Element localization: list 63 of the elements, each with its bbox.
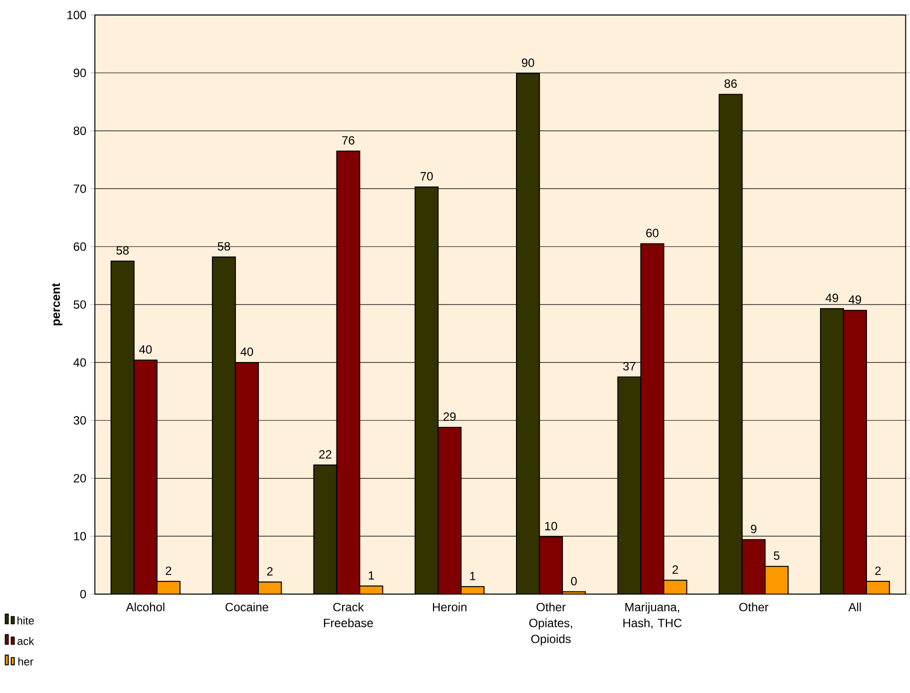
legend-label: ack <box>18 637 34 646</box>
data-label: 58 <box>116 246 129 255</box>
y-axis-title: percent <box>52 283 62 326</box>
data-label: 29 <box>444 412 456 421</box>
y-tick-label: 10 <box>74 532 86 540</box>
data-label: 2 <box>672 565 678 574</box>
y-tick-label: 60 <box>74 242 86 251</box>
data-label: 2 <box>875 566 881 575</box>
y-tick-label: 20 <box>74 474 86 483</box>
bar <box>414 186 439 594</box>
data-label: 70 <box>420 172 433 181</box>
data-label: 60 <box>646 228 658 238</box>
bar <box>820 308 844 594</box>
y-tick-label: 80 <box>74 126 86 136</box>
legend-label: her <box>18 658 34 666</box>
bar <box>764 566 789 594</box>
y-tick-label: 70 <box>74 184 86 193</box>
bar <box>718 94 743 594</box>
x-tick-label: Cocaine <box>226 602 268 612</box>
data-label: 40 <box>240 348 254 356</box>
x-tick-label: Alcohol <box>126 602 164 612</box>
x-tick-label: Heroin <box>432 602 466 612</box>
y-tick-label: 90 <box>74 68 86 78</box>
bar <box>742 539 766 594</box>
data-label: 1 <box>470 572 476 580</box>
data-label: 2 <box>166 566 172 575</box>
data-label: 0 <box>571 576 577 586</box>
bar <box>539 536 562 594</box>
y-tick-label: 30 <box>74 416 86 425</box>
x-tick-label: Marijuana, Hash, THC <box>623 602 682 629</box>
data-label: 10 <box>545 522 558 530</box>
bar <box>134 360 158 594</box>
bar <box>110 260 135 594</box>
bar <box>617 376 642 594</box>
bar <box>336 150 360 594</box>
data-label: 2 <box>267 567 273 576</box>
data-label: 49 <box>848 295 862 304</box>
data-label: 1 <box>368 571 374 580</box>
bar <box>313 464 338 594</box>
bar <box>516 73 540 594</box>
y-tick-label: 40 <box>73 358 86 367</box>
legend-label: hite <box>18 616 34 625</box>
data-label: 22 <box>319 450 332 459</box>
x-tick-label: Other Opiates, Opioids <box>529 602 572 646</box>
y-tick-label: 0 <box>80 590 86 598</box>
x-tick-label: All <box>848 602 861 612</box>
data-label: 49 <box>826 294 838 302</box>
data-label: 40 <box>139 345 152 354</box>
data-label: 37 <box>623 362 636 370</box>
data-label: 90 <box>522 58 534 67</box>
data-label: 9 <box>750 524 756 534</box>
bar <box>212 256 236 594</box>
x-tick-label: Crack Freebase <box>324 602 373 628</box>
data-label: 76 <box>342 136 354 145</box>
bar <box>640 243 664 594</box>
data-label: 5 <box>774 552 780 560</box>
data-label: 86 <box>724 79 737 88</box>
x-tick-label: Other <box>739 602 768 612</box>
bar <box>843 310 867 594</box>
bar <box>234 362 259 594</box>
bar <box>438 426 462 594</box>
y-tick-label: 50 <box>74 300 86 309</box>
y-tick-label: 100 <box>67 10 86 20</box>
